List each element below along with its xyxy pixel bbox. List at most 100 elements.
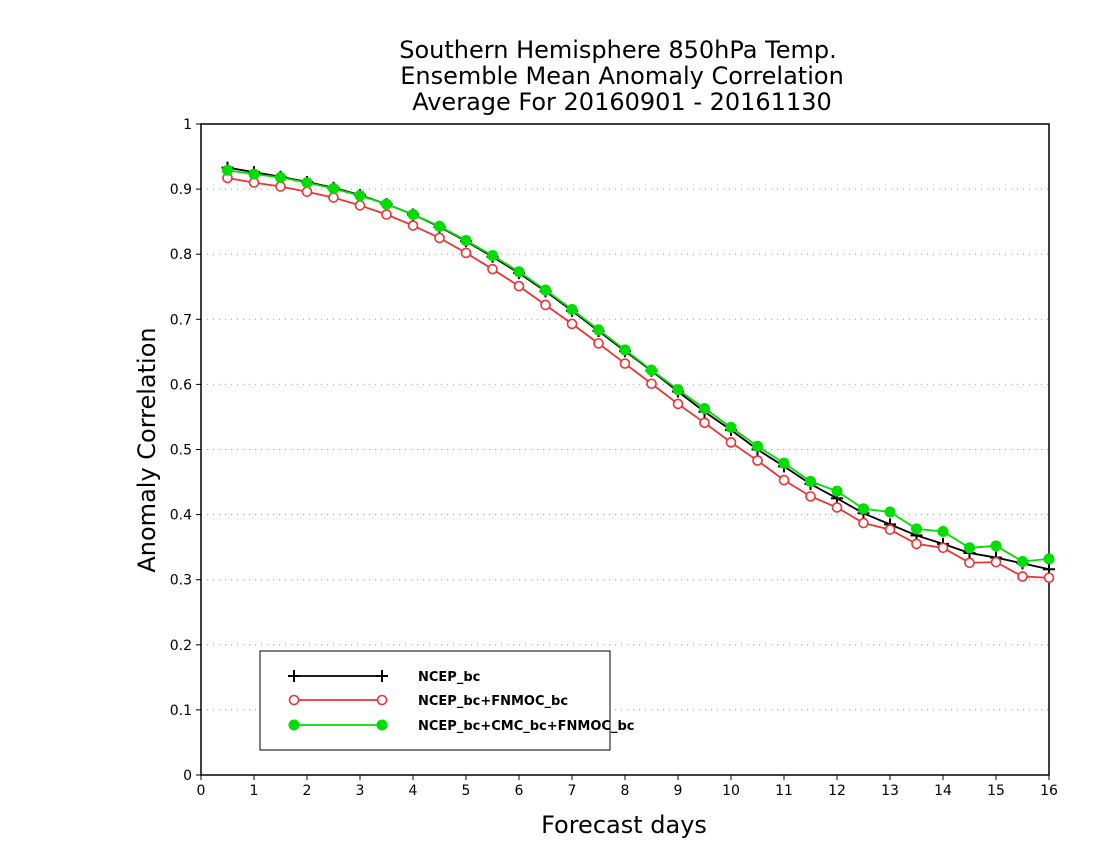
data-point-2-13 [566,304,578,316]
legend-label-0: NCEP_bc [418,670,480,685]
legend-label-2: NCEP_bc+CMC_bc+FNMOC_bc [418,719,634,734]
x-axis-label: Forecast days [541,811,707,839]
title-line-1: Southern Hemisphere 850hPa Temp. [399,36,836,64]
x-tick-label-1: 1 [250,783,259,799]
data-point-2-19 [725,421,737,433]
data-point-2-31 [1043,553,1055,565]
data-point-2-30 [1017,555,1028,567]
data-point-2-28 [964,542,975,554]
data-point-1-10 [487,263,498,275]
data-point-2-23 [831,485,843,497]
data-point-2-8 [434,220,445,232]
data-point-1-3 [301,186,313,198]
data-point-1-4 [328,192,339,203]
y-tick-label-7: 0.7 [170,312,192,328]
legend-entry-0: NCEP_bc [288,670,480,685]
x-tick-label-15: 15 [987,783,1005,799]
data-point-2-27 [937,526,949,538]
data-point-1-31 [1043,572,1055,584]
series-line-2 [227,169,1050,563]
data-point-1-19 [725,437,737,448]
y-tick-label-9: 0.9 [170,182,192,198]
x-tick-label-2: 2 [303,783,312,799]
series-2 [222,164,1055,567]
y-tick-label-3: 0.3 [170,573,192,589]
x-tick-label-8: 8 [621,783,630,799]
data-point-1-30 [1017,571,1028,582]
y-tick-label-5: 0.5 [170,443,192,459]
series-lines [221,161,1055,584]
data-point-2-10 [487,250,498,262]
data-point-1-24 [858,517,869,529]
series-1 [222,172,1055,584]
data-point-2-0 [222,164,233,176]
x-tick-label-12: 12 [828,783,846,799]
data-point-2-3 [301,177,313,189]
data-point-1-23 [831,502,843,513]
x-tick-label-7: 7 [568,783,577,799]
grid-lines [201,188,1049,711]
data-point-1-12 [540,299,551,311]
y-axis-label: Anomaly Correlation [133,327,161,572]
data-point-2-9 [460,235,472,247]
data-point-2-21 [778,457,790,469]
data-point-1-11 [513,280,525,292]
y-tick-label-2: 0.2 [170,638,192,654]
data-point-1-22 [805,491,816,502]
data-point-1-6 [381,209,392,220]
data-point-2-20 [752,440,763,452]
data-point-2-4 [328,182,339,194]
data-point-1-29 [990,556,1002,568]
data-point-1-20 [752,455,763,466]
data-point-2-18 [699,402,710,414]
data-point-2-6 [381,198,392,210]
data-point-2-26 [911,523,922,535]
series-line-1 [227,177,1050,579]
y-tick-label-8: 0.8 [170,247,192,263]
title-line-2: Ensemble Mean Anomaly Correlation [400,62,844,90]
data-point-2-12 [540,284,551,296]
x-tick-label-4: 4 [409,783,418,799]
x-tick-label-0: 0 [197,783,206,799]
data-point-1-26 [911,538,922,550]
y-tick-label-10: 1 [183,117,192,133]
data-point-2-15 [619,344,631,356]
x-tick-label-11: 11 [775,783,793,799]
data-point-1-5 [354,200,366,211]
data-point-1-18 [699,417,710,429]
y-tick-label-1: 0.1 [170,703,192,719]
data-point-2-11 [513,266,525,278]
legend-label-1: NCEP_bc+FNMOC_bc [418,694,568,709]
axes: 00.10.20.30.40.50.60.70.80.910 1 2 3 4 5 6 7 8 9 1… [170,117,1058,799]
x-tick-label-3: 3 [356,783,365,799]
legend-marker-right-2 [376,719,388,731]
x-tick-label-14: 14 [934,783,952,799]
series-line-0 [227,166,1050,571]
legend: NCEP_bc NCEP_bc+FNMOC_bc NCEP_bc+CMC_bc+FN… [259,650,634,751]
data-point-2-14 [593,324,604,336]
x-tick-label-6: 6 [515,783,524,799]
legend-entry-2: NCEP_bc+CMC_bc+FNMOC_bc [288,719,634,734]
legend-marker-left-0 [288,670,300,682]
data-point-2-29 [990,540,1002,552]
data-point-2-17 [672,384,684,396]
data-point-2-5 [354,190,366,202]
y-tick-label-0: 0 [183,768,192,784]
data-point-1-8 [434,232,445,244]
data-point-1-15 [619,358,631,369]
data-point-1-9 [460,247,472,259]
data-point-2-25 [884,506,896,518]
legend-entry-1: NCEP_bc+FNMOC_bc [288,694,568,709]
data-point-1-2 [275,181,286,192]
x-tick-label-9: 9 [674,783,683,799]
data-point-1-28 [964,557,975,569]
data-point-1-21 [778,474,790,486]
data-point-1-13 [566,318,578,330]
data-point-1-25 [884,524,896,535]
data-point-2-24 [858,503,869,515]
data-point-1-17 [672,398,684,410]
data-point-1-14 [593,338,604,349]
data-point-1-7 [407,220,419,231]
title-line-3: Average For 20160901 - 20161130 [412,88,832,116]
